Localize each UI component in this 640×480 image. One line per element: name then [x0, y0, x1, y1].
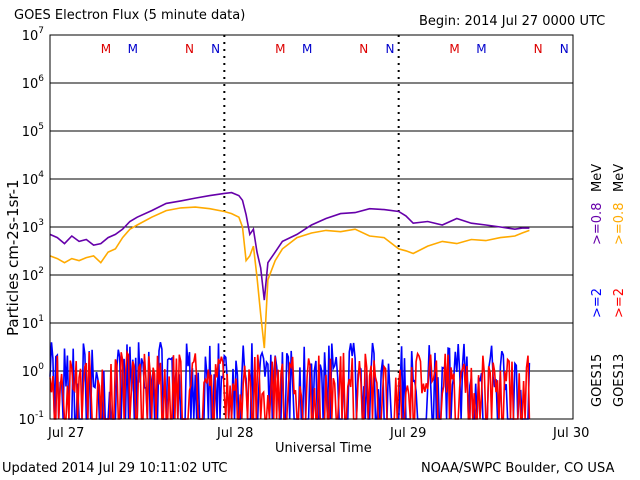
day-marker-label: N: [560, 42, 569, 56]
legend-mev-1: MeV: [590, 163, 605, 192]
spiky-series-group: [49, 342, 531, 420]
day-marker-label: M: [275, 42, 285, 56]
day-marker-label: M: [128, 42, 138, 56]
plot-frame: [49, 34, 574, 420]
day-marker-label: N: [185, 42, 194, 56]
day-boundary-lines: [223, 35, 400, 419]
y-tick-label: 105: [22, 122, 44, 140]
legend-mev-2: MeV: [612, 163, 627, 192]
x-tick-jul30: Jul 30: [553, 426, 590, 441]
day-marker-label: M: [302, 42, 312, 56]
y-tick-label: 102: [22, 266, 44, 284]
y-tick-label: 100: [22, 362, 45, 380]
legend-orange-ge08: >=0.8: [612, 202, 627, 245]
y-tick-label: 107: [22, 26, 44, 44]
y-tick-label: 103: [22, 218, 44, 236]
y-tick-label: 10-1: [18, 410, 44, 428]
legend-purple-ge08: >=0.8: [590, 202, 605, 245]
credit-label: NOAA/SWPC Boulder, CO USA: [421, 461, 615, 476]
y-axis-label-text: Particles cm-2s-1sr-1: [4, 179, 22, 336]
legend-goes15: GOES15: [590, 353, 605, 407]
y-tick-labels: 10-1 100 101 102 103 104 105 106 107: [18, 26, 44, 428]
orange-series-line: [49, 206, 530, 349]
x-tick-jul28: Jul 28: [217, 426, 254, 441]
x-tick-jul27: Jul 27: [48, 426, 85, 441]
day-marker-label: N: [385, 42, 394, 56]
chart-title: GOES Electron Flux (5 minute data): [14, 8, 246, 23]
day-marker-label: N: [359, 42, 368, 56]
day-marker-label: N: [534, 42, 543, 56]
day-marker-label: M: [449, 42, 459, 56]
y-tick-label: 104: [22, 170, 45, 188]
purple-series-line: [49, 191, 530, 301]
updated-timestamp: Updated 2014 Jul 29 10:11:02 UTC: [2, 461, 228, 476]
line-series-group: [49, 191, 530, 349]
y-tick-label: 101: [22, 314, 44, 332]
legend-goes13: GOES13: [612, 353, 627, 407]
day-marker-label: M: [101, 42, 111, 56]
begin-time: Begin: 2014 Jul 27 0000 UTC: [419, 14, 606, 29]
x-axis-label: Universal Time: [275, 441, 372, 456]
legend-red-ge2: >=2: [612, 287, 627, 318]
day-marker-label: M: [476, 42, 486, 56]
y-tick-label: 106: [22, 74, 45, 92]
day-marker-label: N: [211, 42, 220, 56]
legend-blue-ge2: >=2: [590, 287, 605, 318]
x-tick-jul29: Jul 29: [390, 426, 427, 441]
